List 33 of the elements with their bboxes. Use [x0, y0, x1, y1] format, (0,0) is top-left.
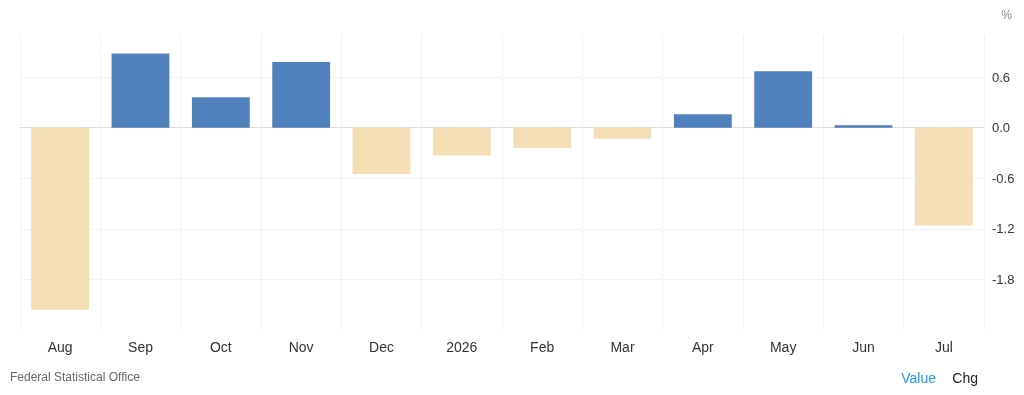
x-tick-label: Jul: [934, 339, 953, 355]
x-tick-label: Sep: [128, 339, 154, 355]
y-tick-label: -0.6: [992, 170, 1015, 186]
x-tick-label: Oct: [209, 339, 232, 355]
y-axis-title: %: [1001, 8, 1013, 22]
y-tick-label: 0.0: [992, 120, 1011, 136]
y-tick-label: -1.8: [992, 271, 1015, 287]
bar: [914, 127, 973, 226]
y-tick-label: -1.2: [992, 221, 1015, 237]
x-tick-label: Dec: [369, 339, 394, 355]
x-tick-label: Aug: [47, 339, 73, 355]
x-tick-label: Apr: [691, 339, 715, 355]
bar: [111, 53, 170, 128]
x-tick-label: Jun: [852, 339, 875, 355]
bar: [513, 127, 572, 148]
x-tick-label: Nov: [288, 339, 314, 355]
text: Chg: [952, 370, 978, 386]
bar: [432, 127, 491, 156]
text: Value: [901, 370, 937, 386]
x-tick-label: 2026: [446, 339, 478, 355]
bar: [352, 127, 411, 175]
bar: [191, 97, 250, 128]
x-tick-label: May: [769, 339, 797, 355]
bar: [834, 125, 893, 128]
x-tick-label: Feb: [530, 339, 555, 355]
bar: [272, 61, 331, 128]
y-tick-label: 0.6: [992, 69, 1011, 85]
x-tick-label: Mar: [610, 339, 635, 355]
text: Federal Statistical Office: [10, 370, 141, 384]
bar: [673, 114, 732, 128]
bar: [31, 127, 90, 310]
bar: [593, 127, 652, 139]
bar: [754, 71, 813, 128]
